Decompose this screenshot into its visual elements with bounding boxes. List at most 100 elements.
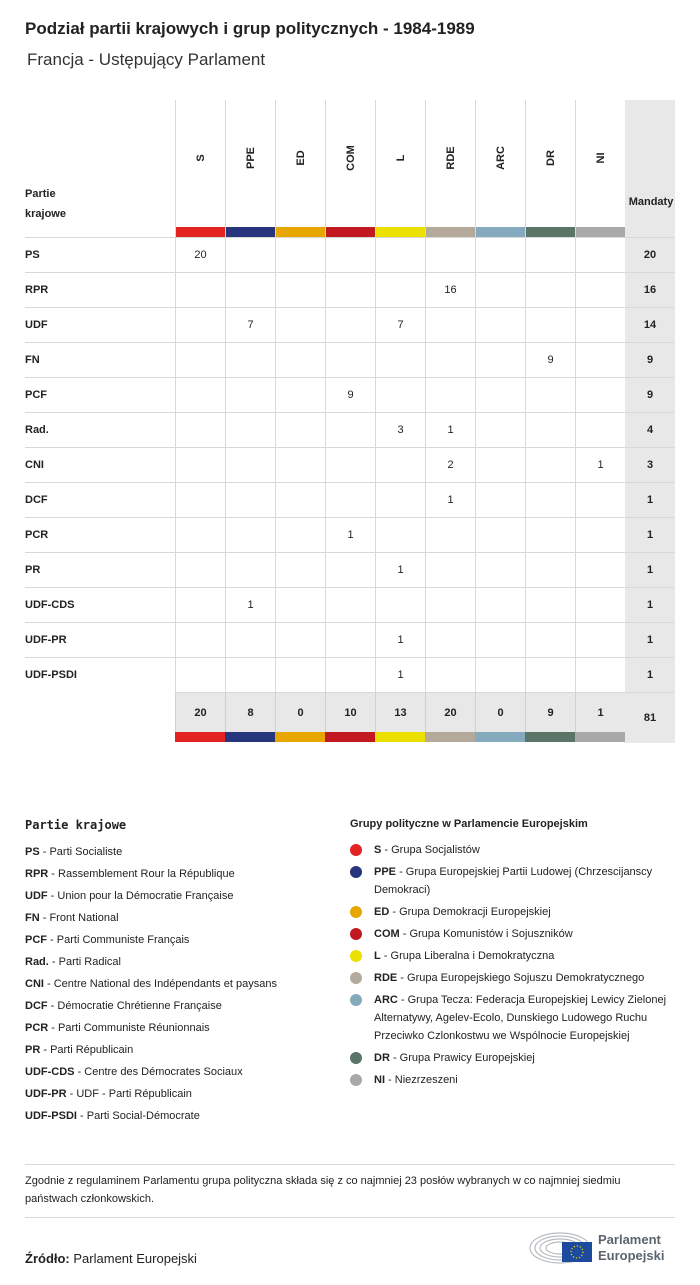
party-full-name: UDF - Parti Républicain — [76, 1088, 192, 1100]
party-full-name: Parti Socialiste — [49, 846, 123, 858]
party-name: PCF — [25, 389, 47, 401]
table-row: PCF 9 9 — [25, 377, 675, 412]
party-code: UDF — [25, 890, 48, 902]
seat-cell — [275, 518, 325, 552]
party-column-header: Partie krajowe — [25, 188, 66, 220]
group-full-name: Grupa Socjalistów — [391, 844, 480, 856]
legend-item: PS - Parti Socialiste — [25, 846, 123, 858]
group-column-header: DR — [525, 100, 575, 237]
group-full-name: Grupa Komunistów i Sojuszników — [409, 928, 573, 940]
page-title: Podział partii krajowych i grup politycz… — [25, 19, 475, 38]
legend-item: Rad. - Parti Radical — [25, 956, 121, 968]
legend-item: FN - Front National — [25, 912, 119, 924]
party-code: DCF — [25, 1000, 48, 1012]
seat-cell — [275, 658, 325, 692]
group-legend-title: Grupy polityczne w Parlamencie Europejsk… — [350, 818, 588, 830]
seat-cell — [475, 378, 525, 412]
seat-cell — [425, 518, 475, 552]
legend-item: UDF-CDS - Centre des Démocrates Sociaux — [25, 1066, 243, 1078]
seat-cell — [425, 308, 475, 342]
seat-cell — [225, 343, 275, 377]
party-code: PCF — [25, 934, 47, 946]
footnote: Zgodnie z regulaminem Parlamentu grupa p… — [25, 1175, 621, 1205]
party-code: RPR — [25, 868, 49, 880]
party-name: PR — [25, 564, 41, 576]
color-dot-icon — [350, 928, 362, 940]
group-code: RDE — [374, 972, 398, 984]
seat-cell — [575, 413, 625, 447]
seat-cell — [275, 273, 325, 307]
party-code: UDF-PR — [25, 1088, 67, 1100]
party-full-name: Parti Communiste Français — [56, 934, 190, 946]
seat-cell — [275, 343, 325, 377]
seat-cell: 2 — [425, 448, 475, 482]
row-total: 3 — [646, 459, 654, 471]
table-row: UDF-CDS 1 1 — [25, 587, 675, 622]
seat-cell — [375, 483, 425, 517]
group-column-header: ED — [275, 100, 325, 237]
legend-item: L - Grupa Liberalna i Demokratyczna — [350, 947, 680, 965]
seat-cell — [175, 588, 225, 622]
seat-cell — [475, 448, 525, 482]
seat-cell — [475, 413, 525, 447]
seat-cell — [375, 518, 425, 552]
seat-cell — [225, 448, 275, 482]
seat-cell — [375, 273, 425, 307]
row-total: 1 — [646, 529, 654, 541]
group-color-bar — [425, 732, 475, 742]
seat-cell — [275, 378, 325, 412]
group-code: ARC — [494, 146, 507, 170]
legend-item: DCF - Démocratie Chrétienne Française — [25, 1000, 222, 1012]
row-total: 1 — [646, 634, 654, 646]
seat-cell — [325, 553, 375, 587]
seat-cell — [225, 238, 275, 272]
group-total: 0 — [275, 693, 325, 733]
group-total: 13 — [375, 693, 425, 733]
row-total: 4 — [646, 424, 654, 436]
group-total: 0 — [475, 693, 525, 733]
seat-cell — [225, 553, 275, 587]
group-code: L — [394, 154, 407, 162]
row-total: 1 — [646, 599, 654, 611]
party-name: PCR — [25, 529, 49, 541]
group-full-name: Grupa Europejskiej Partii Ludowej (Chrze… — [374, 866, 653, 896]
color-dot-icon — [350, 844, 362, 856]
legend-item: PCF - Parti Communiste Français — [25, 934, 190, 946]
seat-cell — [425, 588, 475, 622]
row-total: 1 — [646, 494, 654, 506]
group-full-name: Grupa Liberalna i Demokratyczna — [390, 950, 555, 962]
hemicycle-icon — [529, 1232, 592, 1264]
party-code: UDF-CDS — [25, 1066, 75, 1078]
group-color-bar — [176, 227, 225, 237]
legend-item: CNI - Centre National des Indépendants e… — [25, 978, 277, 990]
seat-cell — [475, 343, 525, 377]
seat-cell — [475, 553, 525, 587]
seat-cell — [575, 308, 625, 342]
legend-item: PR - Parti Républicain — [25, 1044, 134, 1056]
party-full-name: Parti Social-Démocrate — [86, 1110, 200, 1122]
party-legend-title: Partie krajowe — [25, 818, 127, 832]
color-dot-icon — [350, 950, 362, 962]
table-row: UDF-PR 1 1 — [25, 622, 675, 657]
legend-item: PPE - Grupa Europejskiej Partii Ludowej … — [350, 863, 680, 899]
group-total: 20 — [425, 693, 475, 733]
group-column-header: S — [175, 100, 225, 237]
seat-cell — [425, 343, 475, 377]
seat-cell — [225, 483, 275, 517]
group-color-bar — [175, 732, 225, 742]
seat-cell — [525, 448, 575, 482]
group-code: DR — [374, 1052, 390, 1064]
group-color-bar — [475, 732, 525, 742]
seat-cell — [375, 588, 425, 622]
table-row: PR 1 1 — [25, 552, 675, 587]
party-full-name: Parti Radical — [58, 956, 121, 968]
grand-total: 81 — [625, 692, 675, 742]
group-color-bar — [276, 227, 325, 237]
group-column-header: ARC — [475, 100, 525, 237]
seat-cell — [175, 658, 225, 692]
party-name: CNI — [25, 459, 44, 471]
group-code: NI — [374, 1074, 385, 1086]
seat-cell — [525, 238, 575, 272]
legend-item: UDF-PSDI - Parti Social-Démocrate — [25, 1110, 200, 1122]
seat-cell — [275, 308, 325, 342]
